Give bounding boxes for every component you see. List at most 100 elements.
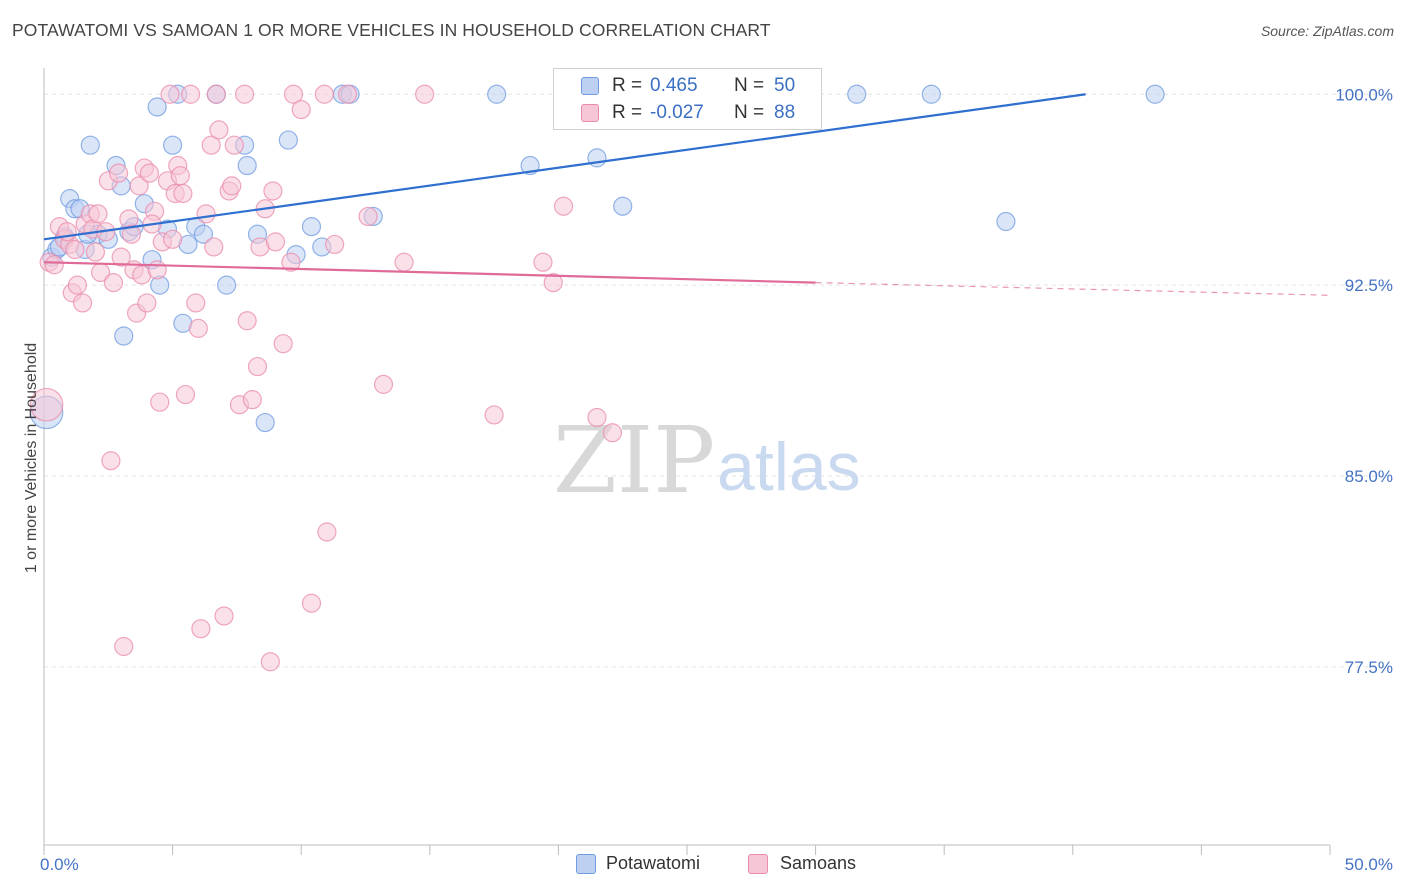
data-point bbox=[181, 84, 201, 104]
trend-line bbox=[43, 93, 1086, 241]
y-tick-label: 77.5% bbox=[1345, 658, 1393, 677]
chart-title: POTAWATOMI VS SAMOAN 1 OR MORE VEHICLES … bbox=[12, 20, 771, 40]
data-point bbox=[65, 239, 85, 260]
stats-legend-row-potawatomi: R = 0.465 N = 50 bbox=[554, 74, 823, 100]
data-point bbox=[67, 275, 88, 295]
data-point bbox=[255, 412, 275, 433]
data-point bbox=[242, 390, 262, 410]
data-point bbox=[201, 135, 221, 155]
r-value: 0.465 bbox=[650, 75, 698, 96]
data-point bbox=[260, 652, 280, 672]
data-point bbox=[170, 166, 190, 186]
data-point bbox=[613, 196, 633, 216]
data-point bbox=[196, 204, 216, 224]
data-point bbox=[150, 392, 170, 412]
data-point bbox=[222, 176, 242, 196]
y-axis-title: 1 or more Vehicles in Household bbox=[23, 343, 40, 573]
y-tick-label: 100.0% bbox=[1335, 85, 1393, 104]
data-point bbox=[553, 196, 574, 216]
data-point bbox=[121, 224, 142, 244]
data-point bbox=[301, 593, 322, 613]
watermark: ZIP atlas bbox=[553, 407, 861, 514]
data-point bbox=[147, 97, 167, 117]
data-point bbox=[85, 242, 106, 262]
r-value: -0.027 bbox=[650, 102, 704, 123]
data-point bbox=[72, 293, 93, 313]
trend-lines bbox=[43, 93, 1331, 296]
data-point bbox=[204, 237, 224, 257]
y-tick-labels: 100.0% 92.5% 85.0% 77.5% bbox=[1335, 85, 1393, 677]
data-point bbox=[602, 423, 623, 443]
data-point bbox=[80, 135, 100, 155]
data-point bbox=[173, 183, 193, 204]
series-legend: Potawatomi Samoans bbox=[0, 852, 1406, 878]
data-point bbox=[278, 130, 298, 150]
y-tick-label: 85.0% bbox=[1345, 467, 1393, 486]
data-point bbox=[188, 318, 208, 338]
x-tick-label: 50.0% bbox=[1345, 855, 1393, 874]
data-point bbox=[163, 229, 183, 249]
data-point bbox=[193, 224, 214, 244]
data-point bbox=[263, 181, 283, 201]
data-point bbox=[373, 374, 394, 394]
data-point bbox=[191, 619, 211, 639]
data-point bbox=[337, 84, 358, 104]
data-point bbox=[1145, 84, 1165, 104]
legend-label: Samoans bbox=[780, 853, 857, 873]
data-point bbox=[317, 522, 337, 542]
data-point bbox=[108, 163, 129, 183]
data-point bbox=[587, 407, 607, 428]
watermark-zip: ZIP bbox=[553, 407, 715, 514]
data-point bbox=[114, 636, 134, 657]
data-point bbox=[88, 204, 108, 224]
data-point bbox=[137, 293, 157, 313]
data-point bbox=[358, 206, 378, 227]
y-tick-label: 92.5% bbox=[1345, 276, 1393, 295]
data-points bbox=[29, 84, 1165, 672]
r-label: R = bbox=[612, 75, 643, 96]
data-point bbox=[325, 234, 345, 255]
data-point bbox=[129, 176, 149, 196]
watermark-atlas: atlas bbox=[717, 429, 861, 505]
data-point bbox=[487, 84, 507, 104]
x-tick-labels: 0.0% 50.0% bbox=[40, 855, 1393, 874]
data-point bbox=[29, 387, 64, 422]
data-point bbox=[533, 252, 553, 272]
data-point bbox=[224, 135, 244, 155]
n-value: 88 bbox=[774, 102, 796, 123]
data-point bbox=[273, 334, 293, 354]
series-samoans-points bbox=[29, 84, 623, 672]
gridlines bbox=[44, 93, 1390, 668]
potawatomi-swatch bbox=[576, 854, 596, 874]
stats-legend: R = 0.465 N = 50 R = -0.027 N = 88 bbox=[553, 68, 822, 130]
data-point bbox=[147, 260, 167, 280]
potawatomi-swatch bbox=[581, 77, 599, 95]
n-label: N = bbox=[734, 75, 765, 96]
data-point bbox=[214, 606, 234, 626]
data-point bbox=[114, 326, 134, 346]
data-point bbox=[543, 272, 563, 293]
n-label: N = bbox=[734, 102, 765, 123]
samoans-swatch bbox=[581, 104, 599, 122]
samoans-swatch bbox=[748, 854, 768, 874]
data-point bbox=[235, 84, 255, 104]
data-point bbox=[921, 84, 941, 104]
data-point bbox=[186, 293, 206, 313]
trend-line-extension bbox=[815, 281, 1331, 296]
data-point bbox=[237, 311, 257, 331]
data-point bbox=[160, 84, 180, 104]
data-point bbox=[314, 84, 334, 104]
series-potawatomi-points bbox=[29, 84, 1165, 433]
data-point bbox=[415, 84, 435, 104]
n-value: 50 bbox=[774, 75, 796, 96]
data-point bbox=[206, 84, 226, 104]
data-point bbox=[44, 255, 64, 275]
data-point bbox=[139, 163, 160, 183]
trend-line bbox=[43, 261, 816, 284]
legend-label: Potawatomi bbox=[606, 853, 701, 873]
data-point bbox=[209, 120, 229, 140]
data-point bbox=[237, 155, 257, 176]
data-point bbox=[291, 99, 311, 120]
data-point bbox=[281, 252, 301, 272]
